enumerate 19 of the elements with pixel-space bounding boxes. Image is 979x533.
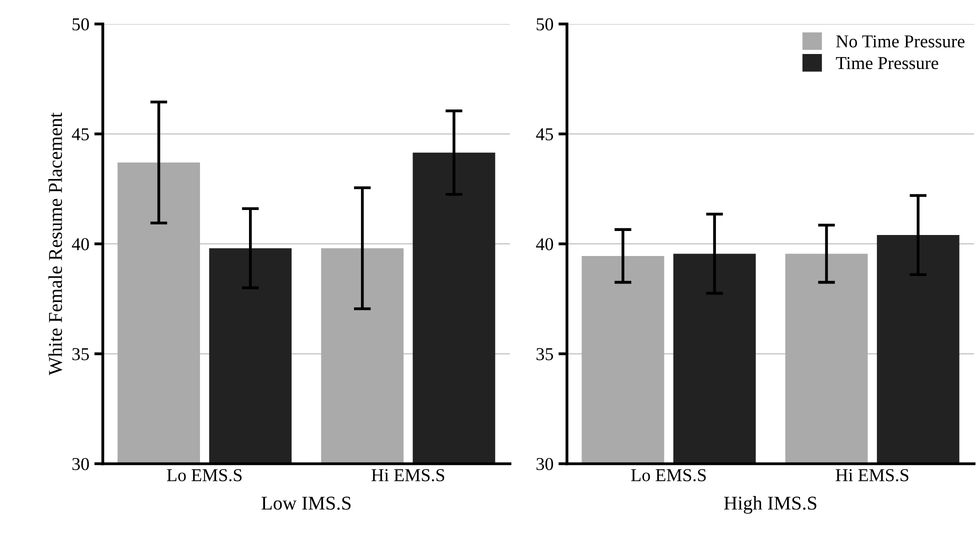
y-tick-label: 30 (72, 458, 89, 470)
x-tick-label: Hi EMS.S (372, 469, 444, 482)
y-tick-label: 45 (72, 128, 89, 140)
y-tick-label: 30 (536, 458, 554, 470)
legend-label: Time Pressure (836, 57, 938, 70)
y-tick-label: 40 (72, 238, 89, 250)
x-axis-title: High IMS.S (724, 496, 816, 514)
x-axis-title: Low IMS.S (262, 496, 351, 510)
y-tick-label: 50 (72, 18, 89, 30)
y-tick-label: 45 (536, 128, 554, 140)
x-tick-label: Hi EMS.S (836, 469, 908, 482)
y-tick-label: 35 (536, 348, 554, 360)
y-tick-label: 40 (536, 238, 554, 250)
legend-label: No Time Pressure (836, 35, 964, 48)
y-tick-label: 35 (72, 348, 89, 360)
y-axis-title: White Female Resume Placement (48, 112, 62, 376)
x-tick-label: Lo EMS.S (166, 469, 242, 482)
y-tick-label: 50 (536, 18, 554, 30)
x-tick-label: Lo EMS.S (631, 469, 706, 482)
